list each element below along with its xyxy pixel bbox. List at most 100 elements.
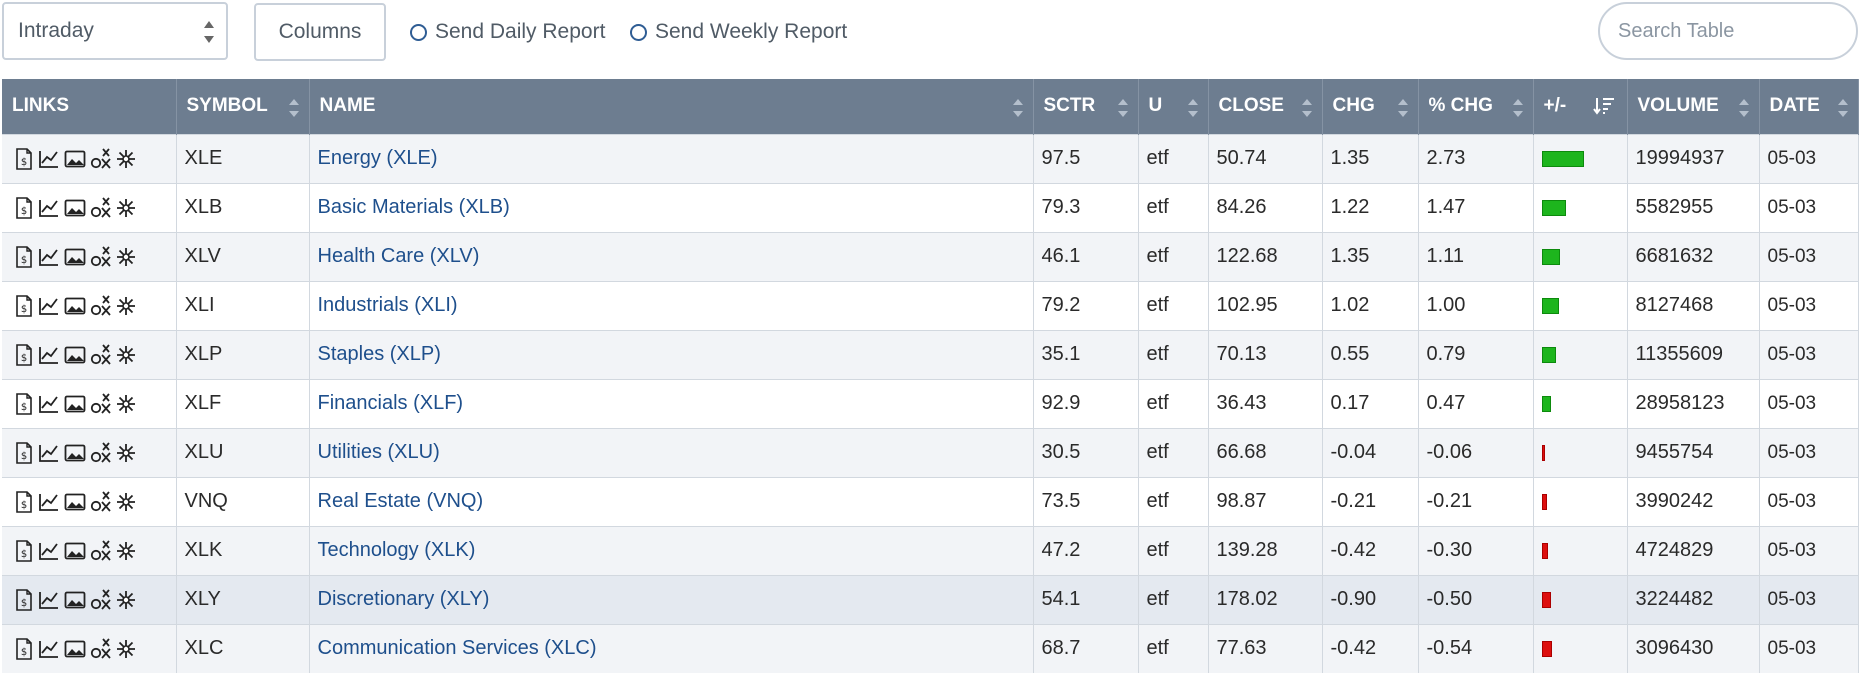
report-icon[interactable]: $ [14,343,34,366]
symbol-name-link[interactable]: Discretionary (XLY) [317,588,490,610]
image-chart-icon[interactable] [64,199,86,217]
line-chart-icon[interactable] [38,590,60,610]
report-icon[interactable]: $ [14,245,34,268]
send-daily-report-radio[interactable]: Send Daily Report [410,19,605,45]
image-chart-icon[interactable] [64,542,86,560]
line-chart-icon[interactable] [38,198,60,218]
point-figure-icon[interactable] [90,246,112,268]
seasonality-icon[interactable] [116,149,136,169]
columns-button[interactable]: Columns [254,3,386,61]
point-figure-icon[interactable] [90,638,112,660]
table-row[interactable]: $ VNQ Real Estate (VNQ) 73.5 etf 98.87 -0.21 -0… [2,476,1859,526]
sctr-cell: 73.5 [1033,476,1139,526]
line-chart-icon[interactable] [38,149,60,169]
symbol-name-link[interactable]: Utilities (XLU) [317,441,440,463]
report-icon[interactable]: $ [14,638,34,660]
col-header-sctr[interactable]: SCTR [1033,79,1139,134]
point-figure-icon[interactable] [90,295,112,317]
line-chart-icon[interactable] [38,541,60,561]
table-row[interactable]: $ XLI Industrials (XLI) 79.2 etf 102.95 1.02 1.… [2,280,1859,330]
line-chart-icon[interactable] [38,639,60,659]
close-cell: 77.63 [1208,623,1323,673]
symbol-name-link[interactable]: Staples (XLP) [317,343,441,365]
image-chart-icon[interactable] [64,591,86,609]
table-row[interactable]: $ XLK Technology (XLK) 47.2 etf 139.28 -0.42 -0… [2,525,1859,575]
col-header-u[interactable]: U [1138,79,1209,134]
u-cell: etf [1138,329,1209,379]
seasonality-icon[interactable] [116,541,136,561]
image-chart-icon[interactable] [64,346,86,364]
line-chart-icon[interactable] [38,492,60,512]
table-row[interactable]: $ XLC Communication Services (XLC) 68.7 etf 7… [2,623,1859,673]
image-chart-icon[interactable] [64,150,86,168]
symbol-name-link[interactable]: Health Care (XLV) [317,245,480,267]
table-row[interactable]: $ XLV Health Care (XLV) 46.1 etf 122.68 1.35 1.… [2,231,1859,281]
image-chart-icon[interactable] [64,297,86,315]
line-chart-icon[interactable] [38,296,60,316]
table-row[interactable]: $ XLY Discretionary (XLY) 54.1 etf 178.02 -0.9… [2,574,1859,624]
seasonality-icon[interactable] [116,247,136,267]
col-header-volume[interactable]: VOLUME [1627,79,1760,134]
col-header-symbol[interactable]: SYMBOL [176,79,310,134]
symbol-name-link[interactable]: Financials (XLF) [317,392,464,414]
point-figure-icon[interactable] [90,442,112,464]
point-figure-icon[interactable] [90,197,112,219]
seasonality-icon[interactable] [116,492,136,512]
u-cell: etf [1138,133,1209,183]
col-header-plusminus[interactable]: +/- [1533,79,1628,134]
seasonality-icon[interactable] [116,198,136,218]
point-figure-icon[interactable] [90,393,112,415]
line-chart-icon[interactable] [38,394,60,414]
seasonality-icon[interactable] [116,296,136,316]
point-figure-icon[interactable] [90,344,112,366]
symbol-name-link[interactable]: Technology (XLK) [317,539,476,561]
symbol-name-link[interactable]: Real Estate (VNQ) [317,490,484,512]
sctr-cell: 97.5 [1033,133,1139,183]
col-header-close[interactable]: CLOSE [1208,79,1323,134]
report-icon[interactable]: $ [14,196,34,219]
seasonality-icon[interactable] [116,590,136,610]
symbol-name-link[interactable]: Basic Materials (XLB) [317,196,510,218]
point-figure-icon[interactable] [90,589,112,611]
report-icon[interactable]: $ [14,490,34,513]
symbol-name-link[interactable]: Communication Services (XLC) [317,637,597,660]
search-table-input[interactable] [1598,2,1858,60]
image-chart-icon[interactable] [64,444,86,462]
pct-chg-cell: 1.47 [1418,182,1534,232]
period-select[interactable]: Intraday [2,2,228,60]
report-icon[interactable]: $ [14,147,34,170]
table-row[interactable]: $ XLE Energy (XLE) 97.5 etf 50.74 1.35 2.73 1999… [2,133,1859,183]
report-icon[interactable]: $ [14,441,34,464]
seasonality-icon[interactable] [116,639,136,659]
seasonality-icon[interactable] [116,394,136,414]
table-row[interactable]: $ XLB Basic Materials (XLB) 79.3 etf 84.26 1.2… [2,182,1859,232]
table-row[interactable]: $ XLF Financials (XLF) 92.9 etf 36.43 0.17 0.47… [2,378,1859,428]
seasonality-icon[interactable] [116,345,136,365]
table-row[interactable]: $ XLP Staples (XLP) 35.1 etf 70.13 0.55 0.79 113… [2,329,1859,379]
svg-text:$: $ [21,255,27,266]
col-header-name[interactable]: NAME [309,79,1034,134]
line-chart-icon[interactable] [38,247,60,267]
line-chart-icon[interactable] [38,345,60,365]
col-header-date[interactable]: DATE [1759,79,1859,134]
report-icon[interactable]: $ [14,539,34,562]
line-chart-icon[interactable] [38,443,60,463]
table-row[interactable]: $ XLU Utilities (XLU) 30.5 etf 66.68 -0.04 -0.0… [2,427,1859,477]
image-chart-icon[interactable] [64,395,86,413]
seasonality-icon[interactable] [116,443,136,463]
send-weekly-report-radio[interactable]: Send Weekly Report [630,19,847,45]
col-header-chg[interactable]: CHG [1322,79,1419,134]
point-figure-icon[interactable] [90,148,112,170]
report-icon[interactable]: $ [14,392,34,415]
image-chart-icon[interactable] [64,248,86,266]
point-figure-icon[interactable] [90,540,112,562]
image-chart-icon[interactable] [64,640,86,658]
sctr-cell: 35.1 [1033,329,1139,379]
symbol-name-link[interactable]: Energy (XLE) [317,147,438,169]
symbol-name-link[interactable]: Industrials (XLI) [317,294,458,316]
point-figure-icon[interactable] [90,491,112,513]
report-icon[interactable]: $ [14,294,34,317]
col-header-pct-chg[interactable]: % CHG [1418,79,1534,134]
report-icon[interactable]: $ [14,588,34,611]
image-chart-icon[interactable] [64,493,86,511]
